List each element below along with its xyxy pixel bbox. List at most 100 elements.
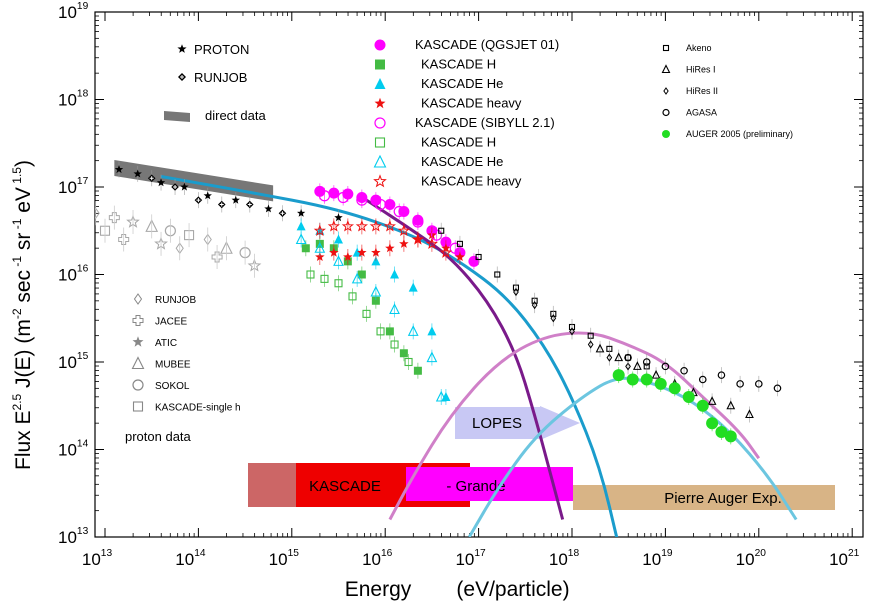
point-kascade-heavy-qgsjet- xyxy=(455,252,465,261)
point-kascade-he-qgsjet- xyxy=(427,326,437,336)
point-kascade-heavy-sibyll- xyxy=(327,219,340,232)
legend-proton-marker-3 xyxy=(131,356,145,370)
x-tick-label-5-exp: 18 xyxy=(568,548,580,559)
legend-right-marker-2 xyxy=(663,87,669,95)
point-kascade-qgsjet-01- xyxy=(342,188,354,200)
point-kascade-heavy-qgsjet- xyxy=(357,247,367,257)
legend-proton-marker-2 xyxy=(132,336,144,347)
y-tick-label-2: 1015 xyxy=(58,351,89,372)
legend-kascade-label-1: KASCADE H xyxy=(421,57,496,72)
point-kascade-he-qgsjet- xyxy=(352,247,362,257)
y-tick-label-1-exp: 14 xyxy=(77,439,89,450)
point-kascade-heavy-sibyll- xyxy=(369,219,382,232)
point-hires-ii xyxy=(531,301,538,310)
point-auger-2005 xyxy=(668,382,681,395)
point-kascade-heavy-qgsjet- xyxy=(315,252,325,261)
x-axis-title: Energy xyxy=(345,578,412,601)
y-tick-label-2-base: 10 xyxy=(58,353,77,372)
legend-kascade-marker-2 xyxy=(374,78,386,89)
point-proton xyxy=(297,208,306,217)
point-agasa xyxy=(736,380,744,388)
y-tick-label-5-base: 10 xyxy=(58,91,77,110)
y-tick-label-4: 1017 xyxy=(58,176,89,197)
legend-kascade-label-5: KASCADE H xyxy=(421,135,496,150)
point-agasa xyxy=(642,358,651,366)
legend-right-label-3: AGASA xyxy=(686,108,717,118)
x-tick-label-8-base: 10 xyxy=(829,550,848,569)
point-kascade-qgsjet-01- xyxy=(314,185,326,197)
x-tick-label-6: 1019 xyxy=(642,548,673,569)
point-akeno xyxy=(475,253,482,261)
point-proton xyxy=(133,169,142,178)
kascade-label: KASCADE xyxy=(309,478,381,495)
legend-kascade-marker-7 xyxy=(373,174,387,188)
x-tick-label-0-exp: 13 xyxy=(101,548,113,559)
y-axis-title-part-6: sr xyxy=(12,233,35,256)
point-kascade-h-qgsjet- xyxy=(371,296,380,305)
point-agasa xyxy=(717,371,726,379)
grande-label: - Grande xyxy=(446,478,505,495)
y-tick-label-0-exp: 13 xyxy=(77,526,89,537)
point-agasa xyxy=(661,362,670,371)
point-runjob-all- xyxy=(147,174,156,183)
point-kascade-heavy-sibyll- xyxy=(383,219,396,232)
x-tick-label-2-base: 10 xyxy=(269,550,288,569)
legend-kascade-label-0: KASCADE (QGSJET 01) xyxy=(415,37,559,52)
proton-point xyxy=(211,251,223,263)
point-auger-2005 xyxy=(654,377,667,390)
point-kascade-he-sibyll- xyxy=(407,325,419,336)
point-kascade-h-sibyll- xyxy=(348,292,357,301)
x-tick-label-6-exp: 19 xyxy=(661,548,673,559)
point-kascade-qgsjet-01- xyxy=(370,194,382,206)
point-runjob-all--plus xyxy=(219,202,224,207)
x-tick-label-0-base: 10 xyxy=(82,550,101,569)
y-tick-label-0-base: 10 xyxy=(58,528,77,547)
y-tick-label-0: 1013 xyxy=(58,526,89,547)
proton-point xyxy=(118,234,130,245)
legend-runjob-marker xyxy=(178,73,186,81)
point-runjob-all- xyxy=(278,209,287,218)
point-runjob-all--plus xyxy=(196,198,201,203)
point-kascade-he-sibyll- xyxy=(389,303,400,315)
point-agasa xyxy=(698,375,707,384)
x-tick-label-3: 1016 xyxy=(362,548,393,569)
point-kascade-h-qgsjet- xyxy=(301,244,310,253)
point-auger-2005 xyxy=(612,369,625,382)
x-tick-label-3-exp: 16 xyxy=(381,548,393,559)
y-tick-label-6: 1019 xyxy=(58,1,89,22)
x-tick-label-7: 1020 xyxy=(736,548,767,569)
point-kascade-sibyll-2-1- xyxy=(393,205,405,218)
legend-kascade-marker-6 xyxy=(373,154,387,168)
point-hires-ii xyxy=(587,340,594,349)
y-tick-label-5: 1018 xyxy=(58,89,89,110)
point-kascade-heavy-qgsjet- xyxy=(385,243,395,253)
point-kascade-sibyll-2-1- xyxy=(318,190,331,202)
legend-proton-marker-5 xyxy=(132,401,144,412)
point-runjob-all- xyxy=(171,183,179,191)
y-axis-title-part-4: sec xyxy=(12,270,35,309)
point-kascade-heavy-sibyll- xyxy=(341,219,354,232)
point-kascade-h-sibyll- xyxy=(362,309,371,318)
legend-kascade-marker-3 xyxy=(374,97,386,109)
y-tick-label-2-exp: 15 xyxy=(77,351,89,362)
point-hires-i xyxy=(726,400,736,410)
x-tick-label-2-exp: 15 xyxy=(288,548,300,559)
direct-data-band-shape xyxy=(114,160,274,202)
point-runjob-all--plus xyxy=(173,185,178,189)
point-kascade-he-sibyll- xyxy=(333,255,344,266)
point-kascade-sibyll-2-1- xyxy=(356,194,368,206)
x-tick-label-7-exp: 20 xyxy=(755,548,767,559)
x-tick-label-0: 1013 xyxy=(82,548,113,569)
x-tick-label-4: 1017 xyxy=(455,548,486,569)
point-auger-2005 xyxy=(715,426,728,438)
point-kascade-he-sibyll- xyxy=(295,233,307,245)
point-akeno xyxy=(456,240,463,247)
legend-proton-label-1: JACEE xyxy=(155,317,188,328)
point-kascade-h-sibyll- xyxy=(334,279,343,288)
grande-bar xyxy=(406,467,573,501)
point-kascade-he-sibyll- xyxy=(370,285,382,297)
x-tick-label-5-base: 10 xyxy=(549,550,568,569)
point-proton xyxy=(231,195,240,204)
point-kascade-heavy-qgsjet- xyxy=(371,247,381,257)
point-kascade-heavy-qgsjet- xyxy=(399,238,409,248)
